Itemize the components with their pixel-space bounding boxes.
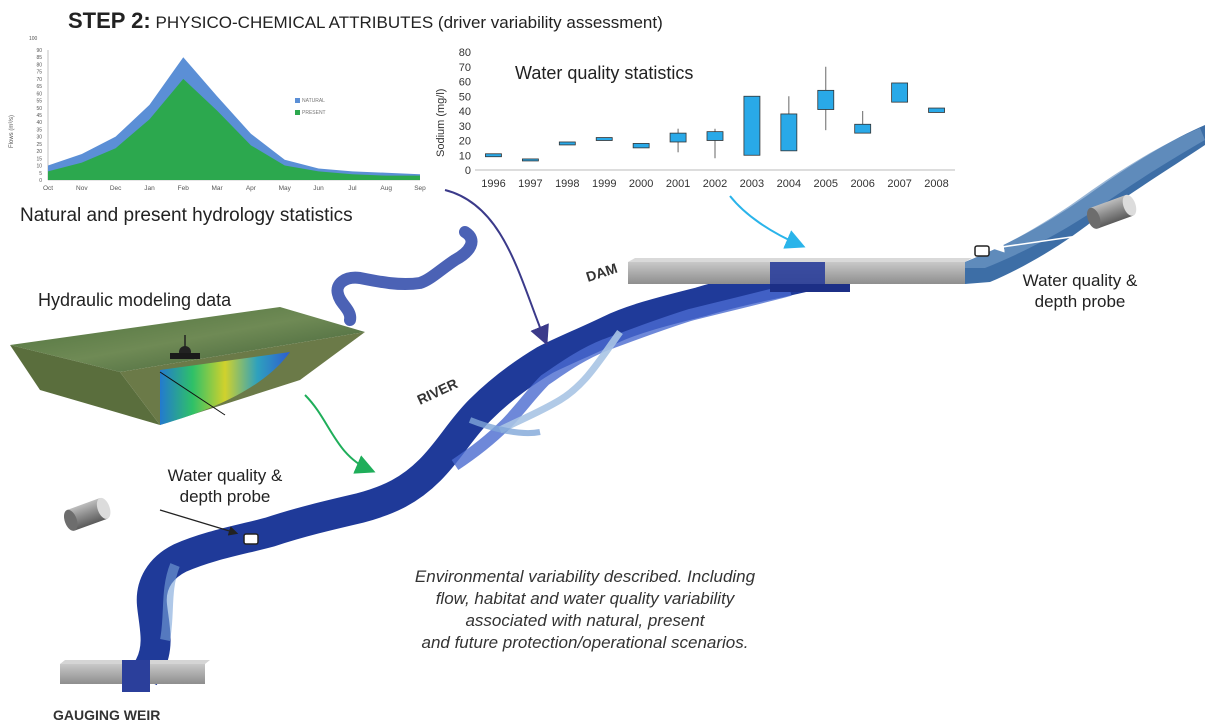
river-lower-light: [165, 565, 175, 640]
probe-label-left: Water quality & depth probe: [140, 465, 310, 507]
river-label: RIVER: [415, 375, 461, 408]
probe-label-right-line1: Water quality &: [995, 270, 1165, 291]
hydraulic-arrow: [305, 395, 370, 470]
weir-water: [122, 660, 150, 692]
tributary: [337, 232, 471, 320]
gauging-weir-label: GAUGING WEIR: [53, 707, 160, 723]
environment-line-4: and future protection/operational scenar…: [335, 632, 835, 654]
probe-label-right: Water quality & depth probe: [995, 270, 1165, 312]
environment-description: Environmental variability described. Inc…: [335, 566, 835, 654]
probe-label-right-line2: depth probe: [995, 291, 1165, 312]
probe-label-left-line1: Water quality &: [140, 465, 310, 486]
dam-label: DAM: [584, 260, 619, 285]
dam-wall-top: [628, 258, 972, 262]
dam-water-cutout: [770, 262, 825, 284]
hydrology-arrow: [445, 190, 545, 340]
probe-marker-river: [244, 534, 258, 544]
probe-label-left-line2: depth probe: [140, 486, 310, 507]
probe-pointer-left: [160, 510, 236, 533]
environment-line-3: associated with natural, present: [335, 610, 835, 632]
environment-line-1: Environmental variability described. Inc…: [335, 566, 835, 588]
water-quality-arrow: [730, 196, 800, 245]
boat-hull: [170, 353, 200, 359]
probe-marker-dam: [975, 246, 989, 256]
probe-cylinder-left: [61, 496, 113, 533]
environment-line-2: flow, habitat and water quality variabil…: [335, 588, 835, 610]
hydraulic-caption: Hydraulic modeling data: [38, 290, 231, 311]
